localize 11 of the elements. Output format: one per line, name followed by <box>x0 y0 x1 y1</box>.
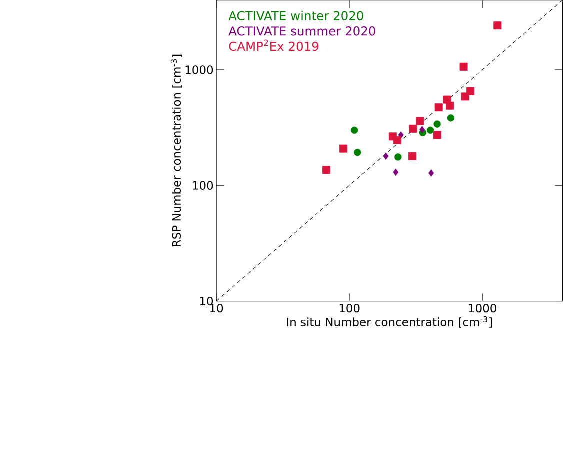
y-axis-title: RSP Number concentration [cm$^{-3}$] <box>170 54 182 247</box>
y-tick-label: 1000 <box>186 66 214 74</box>
x-tick-label: 10 <box>210 304 224 313</box>
text: ACTIVATE summer 2020 <box>228 26 376 36</box>
x-axis-title: In situ Number concentration [cm$^{-3}$] <box>287 316 492 328</box>
y-tick-label: 10 <box>200 296 214 306</box>
y-tick-label: 100 <box>193 181 214 190</box>
x-tick-label: 1000 <box>469 304 496 313</box>
text: CAMP$^{2}$Ex 2019 <box>229 40 319 52</box>
x-tick-label: 100 <box>340 304 360 313</box>
text: ACTIVATE winter 2020 <box>228 11 364 20</box>
